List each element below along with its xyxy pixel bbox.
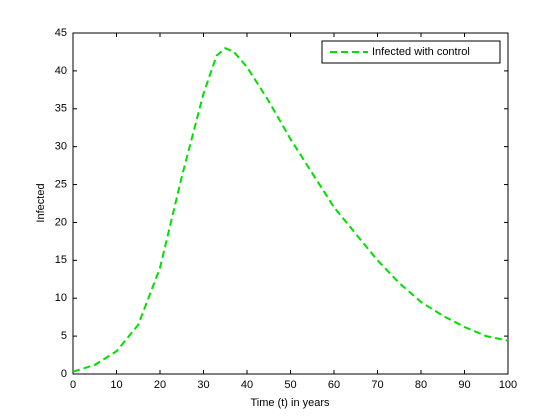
x-tick-label: 40 bbox=[241, 379, 253, 391]
y-tick-label: 45 bbox=[55, 27, 67, 39]
x-axis-label: Time (t) in years bbox=[250, 397, 330, 409]
x-tick-label: 30 bbox=[197, 379, 209, 391]
x-tick-label: 60 bbox=[328, 379, 340, 391]
y-tick-label: 5 bbox=[61, 330, 67, 342]
x-tick-label: 0 bbox=[70, 379, 76, 391]
y-tick-label: 20 bbox=[55, 216, 67, 228]
x-tick-label: 90 bbox=[458, 379, 470, 391]
y-tick-label: 10 bbox=[55, 292, 67, 304]
x-tick-label: 50 bbox=[284, 379, 296, 391]
legend-box bbox=[321, 40, 501, 64]
x-tick-label: 10 bbox=[110, 379, 122, 391]
y-tick-label: 40 bbox=[55, 65, 67, 77]
x-tick-label: 100 bbox=[499, 379, 517, 391]
y-tick-label: 35 bbox=[55, 103, 67, 115]
plot-area bbox=[72, 32, 509, 375]
y-tick-label: 25 bbox=[55, 178, 67, 190]
x-tick-label: 20 bbox=[154, 379, 166, 391]
y-tick-label: 15 bbox=[55, 254, 67, 266]
x-tick-label: 80 bbox=[415, 379, 427, 391]
y-tick-label: 30 bbox=[55, 141, 67, 153]
data-line bbox=[72, 46, 509, 373]
x-tick-label: 70 bbox=[371, 379, 383, 391]
y-axis-label: Infected bbox=[35, 183, 47, 222]
legend-label: Infected with control bbox=[372, 46, 470, 58]
y-tick-label: 0 bbox=[61, 368, 67, 380]
